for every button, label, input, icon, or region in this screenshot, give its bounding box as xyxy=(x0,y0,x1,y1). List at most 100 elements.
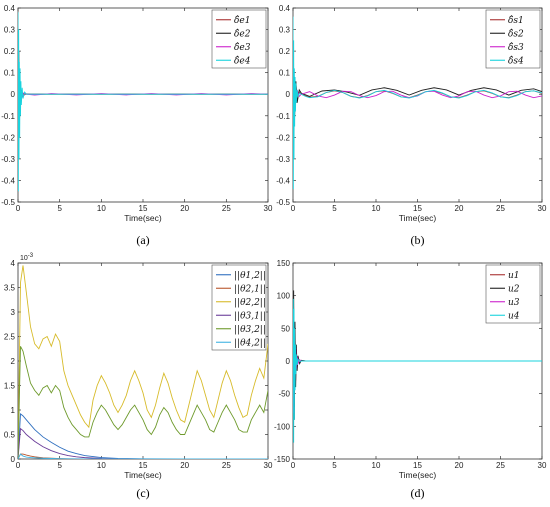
y-tick-label: -0.1 xyxy=(1,112,15,121)
y-tick-label: 0.2 xyxy=(4,47,16,56)
x-tick-label: 5 xyxy=(332,204,337,213)
series-line-5 xyxy=(18,346,268,459)
x-tick-label: 0 xyxy=(16,461,21,470)
series-line-1 xyxy=(293,321,542,407)
series-line-4 xyxy=(293,298,542,443)
legend-entry: δ̂s3 xyxy=(508,42,524,53)
x-tick-label: 10 xyxy=(97,461,106,470)
legend-entry: δ̂e4 xyxy=(234,55,251,66)
y-tick-label: -150 xyxy=(274,455,291,464)
legend-entry: δ̂s4 xyxy=(508,55,524,66)
panel-caption: (c) xyxy=(136,486,149,500)
y-tick-label: 0 xyxy=(286,90,291,99)
x-tick-label: 20 xyxy=(455,204,464,213)
y-tick-label: -100 xyxy=(274,422,291,431)
y-tick-label: 0.2 xyxy=(279,47,291,56)
y-tick-label: 3.5 xyxy=(4,284,16,293)
y-tick-label: 0 xyxy=(286,357,291,366)
legend-entry: ||θ3,1|| xyxy=(234,311,266,321)
series-line-4 xyxy=(18,427,268,459)
chart-panel-2: 0 5 10 15 20 25 30 -0.5 -0.4 -0.3 -0.2 -0.1 0 0.1 0.2 0… xyxy=(276,4,547,247)
y-tick-label: -0.3 xyxy=(1,155,15,164)
y-tick-label: 150 xyxy=(277,259,291,268)
x-tick-label: 15 xyxy=(139,204,148,213)
y-tick-label: 50 xyxy=(281,324,290,333)
x-tick-label: 15 xyxy=(413,204,422,213)
x-axis-label: Time(sec) xyxy=(124,470,162,480)
panel-caption: (b) xyxy=(411,233,425,247)
legend-entry: δ̂e3 xyxy=(234,42,251,53)
y-tick-label: 0.4 xyxy=(279,4,291,13)
legend-entry: ||θ3,2|| xyxy=(234,325,266,335)
legend: ||θ1,2|| ||θ2,1|| ||θ2,2|| ||θ3,1|| ||θ3,2||… xyxy=(211,264,267,351)
chart-panel-3: 0 5 10 15 20 25 30 0 0.5 1 1.5 2 2.5 3 3.5 4 10-3 Time(se… xyxy=(4,253,273,500)
y-tick-label: 0 xyxy=(11,455,16,464)
series-line-3 xyxy=(18,265,268,459)
series-line-3 xyxy=(293,81,542,106)
legend-entry: δ̂s2 xyxy=(508,28,524,39)
series-line-1 xyxy=(18,68,268,112)
legend-entry: u3 xyxy=(508,298,520,308)
x-tick-label: 25 xyxy=(496,204,505,213)
series-line-6 xyxy=(18,453,268,459)
y-tick-label: -0.4 xyxy=(1,176,15,185)
y-tick-label: 0.1 xyxy=(4,69,16,78)
y-tick-label: 2.5 xyxy=(4,333,16,342)
x-axis-label: Time(sec) xyxy=(399,470,437,480)
legend-entry: u1 xyxy=(508,271,520,281)
x-tick-label: 25 xyxy=(496,461,505,470)
legend-entry: u4 xyxy=(508,311,520,321)
series-line-2 xyxy=(293,76,542,116)
x-tick-label: 5 xyxy=(332,461,337,470)
x-tick-label: 15 xyxy=(139,461,148,470)
x-tick-label: 10 xyxy=(372,204,381,213)
x-tick-label: 0 xyxy=(291,204,296,213)
legend-entry: u2 xyxy=(508,284,520,294)
y-tick-label: 0 xyxy=(11,90,16,99)
x-tick-label: 5 xyxy=(57,204,62,213)
x-tick-label: 0 xyxy=(16,204,21,213)
y-tick-label: 4 xyxy=(11,259,16,268)
legend-entry: ||θ2,2|| xyxy=(234,298,266,308)
y-tick-label: 3 xyxy=(11,308,16,317)
panel-caption: (a) xyxy=(136,233,149,247)
axis-multiplier: 10-3 xyxy=(20,253,34,262)
y-tick-label: -0.4 xyxy=(276,176,290,185)
series-line-3 xyxy=(293,328,542,414)
series-line-3 xyxy=(18,76,268,121)
series-line-4 xyxy=(293,16,542,190)
legend-entry: ||θ4,2|| xyxy=(234,338,266,348)
series-line-4 xyxy=(18,12,268,192)
x-tick-label: 30 xyxy=(264,461,273,470)
legend: u1 u2 u3 u4 xyxy=(485,264,541,324)
y-tick-label: -0.5 xyxy=(1,198,15,207)
y-tick-label: 100 xyxy=(277,292,291,301)
y-tick-label: 0.1 xyxy=(279,69,291,78)
y-tick-label: 0.3 xyxy=(4,26,16,35)
x-tick-label: 20 xyxy=(180,461,189,470)
x-tick-label: 25 xyxy=(222,204,231,213)
y-tick-label: 1 xyxy=(11,406,16,415)
x-tick-label: 25 xyxy=(222,461,231,470)
x-tick-label: 20 xyxy=(180,204,189,213)
y-tick-label: -0.1 xyxy=(276,112,290,121)
y-tick-label: -0.3 xyxy=(276,155,290,164)
x-axis-label: Time(sec) xyxy=(124,213,162,223)
x-tick-label: 10 xyxy=(372,461,381,470)
y-tick-label: 2 xyxy=(11,357,16,366)
legend-entry: δ̂e1 xyxy=(234,15,250,26)
x-tick-label: 30 xyxy=(264,204,273,213)
x-tick-label: 0 xyxy=(291,461,296,470)
y-tick-label: -0.5 xyxy=(276,198,290,207)
chart-panel-4: 0 5 10 15 20 25 30 -150 -100 -50 0 50 100 150 Time(sec… xyxy=(274,259,547,500)
y-tick-label: 0.4 xyxy=(4,4,16,13)
x-axis-label: Time(sec) xyxy=(399,213,437,223)
y-tick-label: -0.2 xyxy=(276,133,290,142)
y-tick-label: -50 xyxy=(278,390,290,399)
y-tick-label: 0.3 xyxy=(279,26,291,35)
legend-entry: ||θ1,2|| xyxy=(234,271,266,281)
x-tick-label: 15 xyxy=(413,461,422,470)
x-tick-label: 20 xyxy=(455,461,464,470)
legend: δ̂s1 δ̂s2 δ̂s3 δ̂s4 xyxy=(485,9,541,69)
x-tick-label: 30 xyxy=(538,461,547,470)
